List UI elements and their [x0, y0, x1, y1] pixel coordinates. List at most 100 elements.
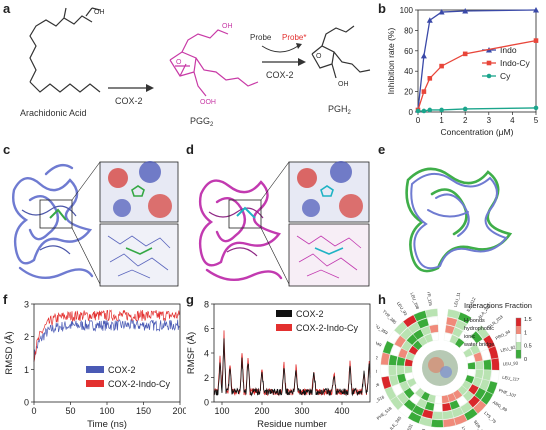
heatmap-cell	[456, 395, 468, 407]
heatmap-cell	[434, 395, 443, 404]
legend-swatch	[276, 324, 292, 331]
residue-label: LYS_115	[461, 426, 472, 430]
heatmap-cell	[480, 391, 494, 406]
data-point	[439, 107, 444, 113]
colorbar-segment	[516, 350, 521, 359]
probe-label: Probe	[250, 33, 272, 42]
colorbar-tick-label: 0	[524, 357, 527, 363]
panel-label-h: h	[378, 292, 386, 307]
heatmap-cell	[412, 329, 425, 341]
heatmap-cell	[400, 327, 413, 341]
x-tick-label: 150	[136, 406, 151, 416]
heatmap-cell	[442, 410, 454, 420]
heatmap-cell	[474, 387, 487, 401]
residue-label: ILE_345	[389, 415, 403, 430]
y-tick-label: 20	[404, 88, 413, 97]
series-line-indo-cy	[417, 39, 537, 111]
pgh2-oh: OH	[338, 81, 349, 88]
heatmap-cell	[467, 395, 481, 408]
substrate-oh: OH	[94, 9, 105, 16]
plot-frame	[213, 303, 371, 403]
heatmap-cell	[402, 314, 417, 328]
heatmap-cell	[389, 374, 400, 387]
heatmap-cell	[391, 383, 404, 397]
series-line-cox-2-indo-cy	[33, 309, 180, 362]
heatmap-cell	[396, 391, 410, 405]
y-tick-label: 2	[204, 373, 209, 383]
pgh2-o: O	[316, 53, 322, 60]
legend-label: Indo-Cy	[500, 58, 531, 68]
heatmap-cell	[490, 370, 500, 383]
heatmap-cell	[468, 383, 480, 396]
residue-label: TYR_115	[426, 292, 434, 307]
heatmap-cell	[453, 414, 468, 426]
heatmap-cell	[409, 393, 421, 405]
legend-label: H-bonds	[464, 318, 485, 324]
y-axis-label: RMSF (Å)	[186, 332, 197, 374]
residue-label: GLY_526	[376, 382, 380, 391]
colorbar-segment	[516, 342, 521, 351]
heatmap-cell	[396, 356, 406, 367]
enzyme-label-1: COX-2	[115, 96, 143, 106]
data-point	[415, 108, 421, 114]
y-tick-label: 0	[409, 108, 414, 117]
y-tick-label: 6	[204, 324, 209, 334]
panel-label-b: b	[378, 1, 386, 16]
inhibition-chart: 0 20 40 60 80 100 0 1 2 3 4 5 Concentration (μM) Inhi…	[386, 6, 539, 137]
residue-label: PRO_84	[495, 329, 512, 341]
series-line-cy	[418, 107, 537, 112]
x-tick-label: 200	[254, 406, 269, 416]
panel-label-g: g	[186, 292, 194, 307]
heatmap-cell	[384, 386, 397, 401]
rmsd-chart: 0 1 2 3 0 50 100 150 200 Time (ns) RMSD (Å) COX-2 CO…	[4, 300, 186, 430]
y-tick-label: 40	[404, 67, 413, 76]
x-tick-label: 0	[31, 406, 36, 416]
legend-marker	[486, 60, 492, 66]
probe-star-label: Probe*	[282, 33, 306, 42]
residue-label: ILE_112	[465, 296, 476, 313]
heatmap-cell	[462, 390, 475, 402]
heatmap-cell	[433, 403, 443, 412]
heatmap-cell	[397, 347, 409, 359]
heatmap-cell	[470, 330, 483, 344]
data-point	[462, 8, 469, 14]
heatmap-cell	[449, 399, 461, 411]
legend-label: Indo	[500, 45, 517, 55]
heatmap-cell	[441, 402, 452, 412]
heatmap-cell	[469, 343, 481, 355]
legend-label: COX-2-Indo-Cy	[108, 379, 171, 389]
heatmap-cell	[396, 373, 407, 384]
residue-label: LEU_93	[396, 301, 409, 317]
residue-label: LEU_93	[503, 360, 519, 366]
panel-label-a: a	[3, 1, 11, 16]
heatmap-cell	[387, 330, 400, 345]
heatmap-cell	[420, 325, 432, 336]
interaction-fraction-ring: LEU_117 ILE_112 ALA_202GLN_203PRO_84LEU_82…	[376, 292, 532, 430]
residue-label: ALA_516	[376, 394, 386, 407]
heatmap-cell	[488, 345, 499, 360]
cox2-structure-image	[12, 161, 179, 287]
residue-label: LEU_117	[502, 375, 520, 383]
data-point	[421, 108, 427, 114]
x-tick-label: 50	[65, 406, 75, 416]
data-point	[462, 51, 468, 57]
pgg2-ooh: OOH	[200, 99, 216, 106]
y-axis-label: RMSD (Å)	[4, 331, 15, 374]
heatmap-cell	[491, 357, 500, 371]
data-point	[533, 38, 539, 43]
heatmap-cell	[483, 359, 492, 371]
y-tick-label: 4	[204, 349, 209, 359]
data-point	[427, 107, 433, 113]
residue-label: VAL_523	[417, 428, 426, 430]
heatmap-cell	[388, 354, 398, 366]
heatmap-cell	[431, 332, 439, 342]
series-line-indo	[417, 9, 537, 111]
x-axis-label: Concentration (μM)	[441, 127, 514, 137]
residue-label: LEU_531	[401, 422, 414, 430]
heatmap-cell	[416, 318, 430, 329]
colorbar-frame	[515, 317, 522, 359]
legend-swatch	[86, 380, 104, 387]
heatmap-cell	[445, 316, 458, 327]
heatmap-cell	[403, 387, 415, 399]
x-tick-label: 200	[172, 406, 186, 416]
